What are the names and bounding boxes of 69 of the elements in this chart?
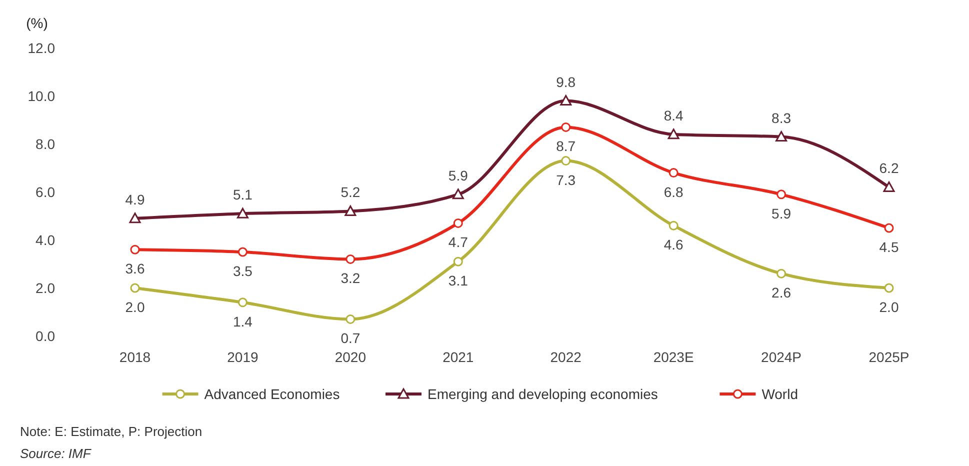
- point: [129, 212, 141, 224]
- data-label: 4.7: [448, 234, 468, 250]
- data-label: 4.6: [664, 236, 684, 253]
- point: [561, 122, 571, 132]
- data-label: 4.5: [879, 239, 899, 255]
- point: [884, 283, 894, 293]
- point: [776, 131, 788, 142]
- point: [452, 188, 464, 200]
- y-tick-label: 0.0: [36, 328, 56, 344]
- data-label: 5.2: [340, 184, 360, 200]
- legend-label: Advanced Economies: [204, 386, 340, 402]
- data-label: 0.7: [340, 330, 360, 346]
- data-label: 2.0: [125, 299, 145, 315]
- x-tick-label: 2023E: [653, 349, 694, 365]
- point: [453, 218, 463, 228]
- point: [776, 190, 786, 200]
- source-note: Source: IMF: [20, 446, 92, 461]
- data-label: 7.3: [556, 172, 576, 188]
- data-label: 5.1: [232, 186, 253, 203]
- y-tick-label: 10.0: [28, 88, 56, 104]
- data-label: 8.3: [772, 110, 792, 126]
- point: [776, 268, 786, 278]
- text: Note: E: Estimate, P: Projection: [20, 424, 202, 439]
- data-label: 3.5: [232, 263, 253, 279]
- data-label: 9.8: [556, 74, 576, 90]
- point: [236, 208, 248, 218]
- x-tick-label: 2024P: [761, 349, 802, 365]
- data-label: 5.9: [772, 205, 792, 222]
- data-label: 3.1: [448, 272, 468, 289]
- data-label: 8.7: [556, 138, 576, 154]
- point: [238, 298, 248, 308]
- y-tick-label: 2.0: [36, 280, 56, 296]
- data-label: 6.8: [664, 184, 684, 200]
- point: [668, 220, 678, 230]
- point: [560, 95, 572, 106]
- data-label: 3.2: [340, 270, 360, 286]
- y-tick-label: 8.0: [36, 136, 56, 152]
- legend-label: Emerging and developing economies: [428, 386, 658, 402]
- y-axis-title: (%): [26, 15, 48, 31]
- legend-label: World: [762, 386, 798, 402]
- point: [884, 223, 894, 233]
- point: [346, 254, 356, 264]
- point: [453, 256, 463, 266]
- y-tick-label: 4.0: [36, 232, 56, 248]
- data-label: 6.2: [879, 160, 899, 176]
- point: [238, 247, 248, 257]
- data-label: 5.9: [448, 167, 468, 184]
- point: [883, 181, 895, 192]
- point: [346, 314, 356, 324]
- x-tick-label: 2019: [227, 349, 258, 365]
- y-tick-label: 12.0: [28, 40, 56, 56]
- point: [344, 205, 356, 216]
- x-tick-label: 2022: [550, 349, 582, 365]
- y-tick-label: 6.0: [36, 184, 56, 200]
- x-tick-label: 2018: [119, 349, 151, 365]
- point: [130, 283, 140, 293]
- data-label: 4.9: [125, 191, 145, 208]
- data-label: 1.4: [232, 313, 253, 330]
- point: [130, 244, 140, 254]
- data-label: 2.6: [772, 284, 792, 301]
- x-tick-label: 2021: [442, 349, 474, 365]
- point: [668, 168, 678, 178]
- x-tick-label: 2025P: [868, 349, 910, 365]
- point: [668, 128, 680, 140]
- data-label: 3.6: [125, 260, 145, 277]
- point: [561, 156, 571, 166]
- data-label: 2.0: [879, 299, 899, 315]
- x-tick-label: 2020: [334, 349, 366, 365]
- data-label: 8.4: [664, 107, 684, 124]
